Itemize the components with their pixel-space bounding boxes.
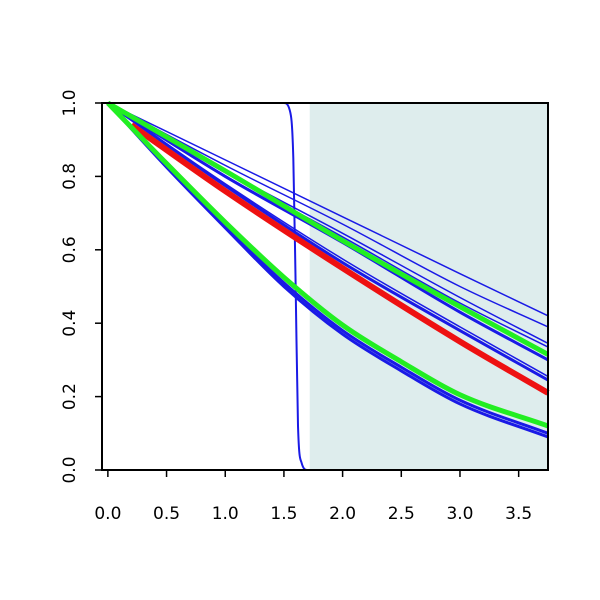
y-tick-label: 0.8 <box>60 163 80 190</box>
x-tick-label: 1.5 <box>270 504 297 524</box>
series-line-2 <box>107 102 549 317</box>
x-tick-label: 3.0 <box>446 504 473 524</box>
y-tick-label: 0.4 <box>60 310 80 337</box>
x-tick-label: 0.5 <box>153 504 180 524</box>
x-tick-label: 0.0 <box>94 504 121 524</box>
x-tick-label: 1.0 <box>212 504 239 524</box>
series-line-8 <box>107 101 549 382</box>
series-layer <box>106 100 550 471</box>
x-tick-label: 2.5 <box>388 504 415 524</box>
series-line-10 <box>106 101 549 439</box>
series-line-12 <box>129 122 550 396</box>
y-tick-label: 0.2 <box>60 383 80 410</box>
series-line-3 <box>107 102 549 328</box>
x-tick-label: 3.5 <box>505 504 532 524</box>
series-line-11 <box>106 100 550 357</box>
axis-layer: 0.0 0.5 1.0 1.5 2.0 2.5 3.0 3.5 0.0 0.2 0.4 0.6 0.8 1… <box>60 89 549 524</box>
plot-frame <box>101 102 549 471</box>
x-tick-label: 2.0 <box>329 504 356 524</box>
series-line-13 <box>106 101 549 429</box>
y-tick-label: 1.0 <box>60 89 80 116</box>
y-tick-label: 0.0 <box>60 456 80 483</box>
y-tick-label: 0.6 <box>60 236 80 263</box>
